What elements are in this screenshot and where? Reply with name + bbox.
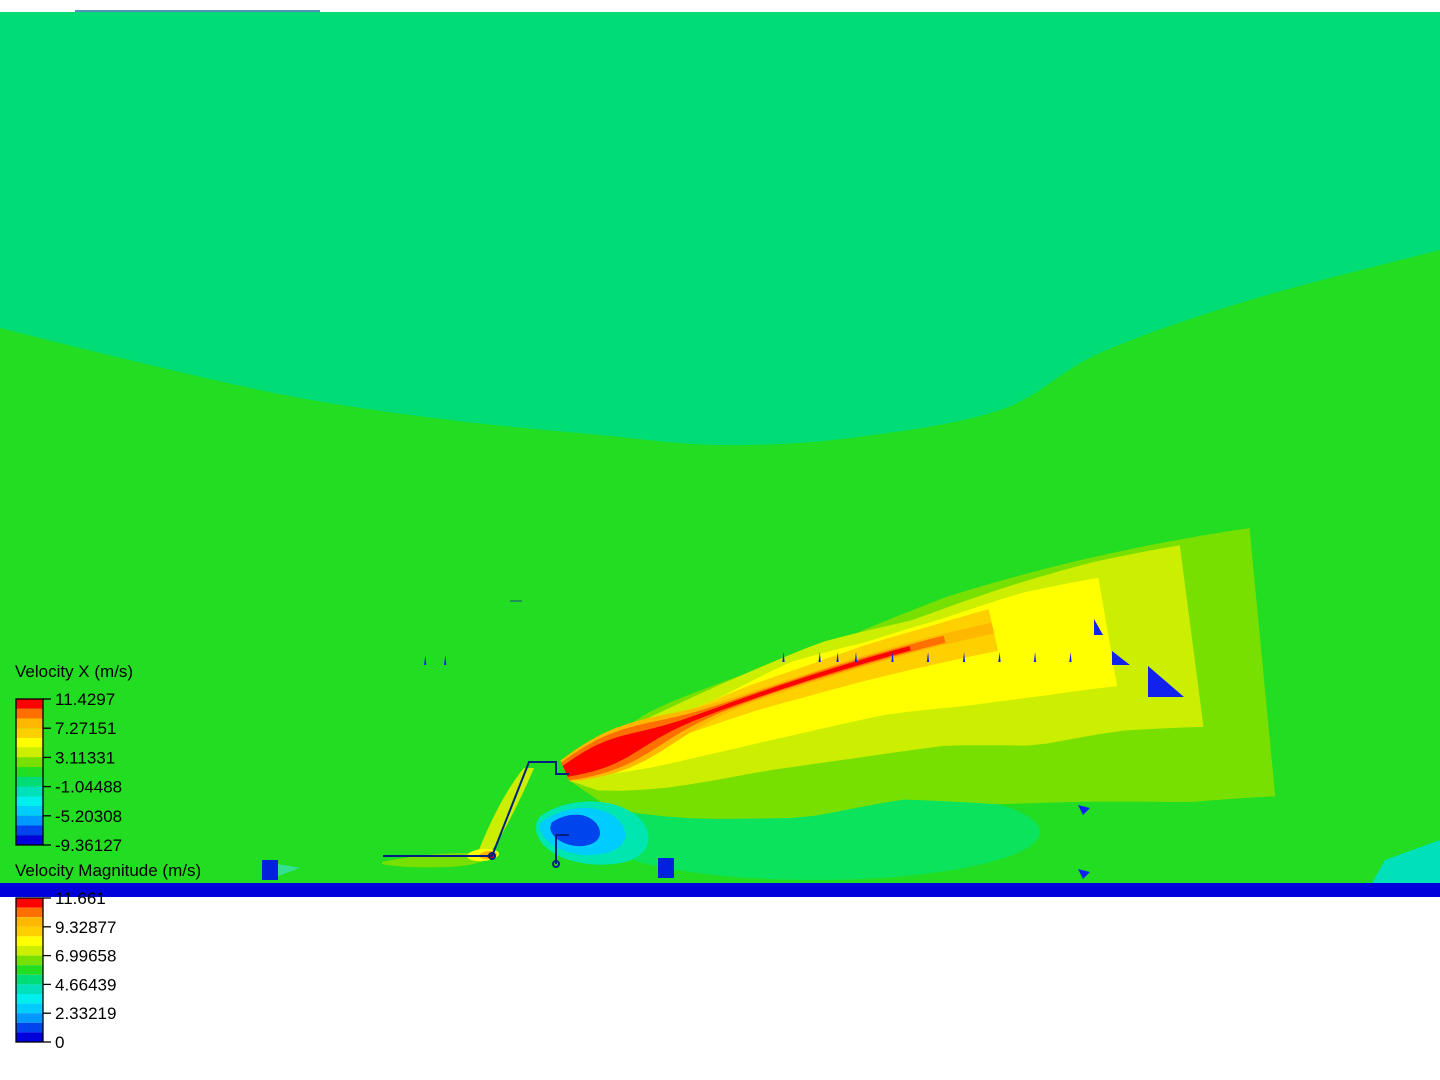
svg-text:11.4297: 11.4297: [55, 690, 115, 709]
svg-text:11.661: 11.661: [55, 889, 106, 908]
svg-text:7.27151: 7.27151: [55, 719, 116, 738]
svg-text:Velocity Magnitude (m/s): Velocity Magnitude (m/s): [15, 861, 201, 880]
svg-text:-5.20308: -5.20308: [55, 807, 122, 826]
svg-text:9.32877: 9.32877: [55, 918, 116, 937]
svg-text:Velocity X (m/s): Velocity X (m/s): [15, 662, 133, 681]
svg-text:2.33219: 2.33219: [55, 1004, 116, 1023]
svg-text:3.11331: 3.11331: [55, 748, 115, 767]
svg-text:0: 0: [55, 1033, 64, 1052]
svg-text:-9.36127: -9.36127: [55, 836, 122, 855]
svg-text:4.66439: 4.66439: [55, 975, 116, 994]
svg-text:-1.04488: -1.04488: [55, 778, 122, 797]
svg-text:6.99658: 6.99658: [55, 947, 116, 966]
